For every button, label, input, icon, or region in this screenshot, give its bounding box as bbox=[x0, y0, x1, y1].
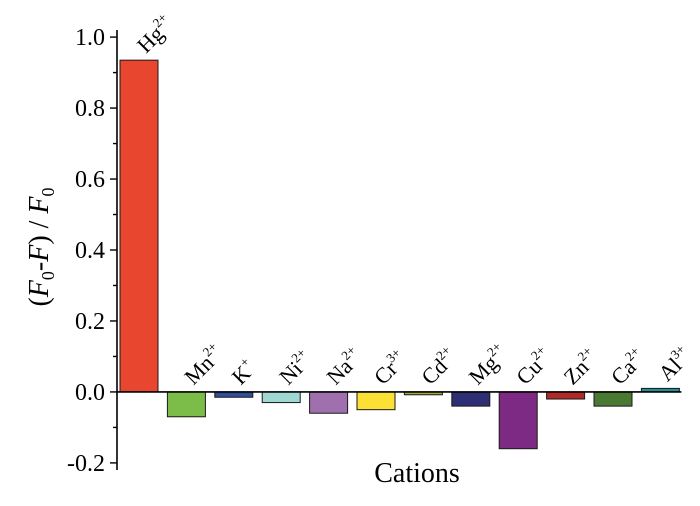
category-labels: Hg2+ Mn2+K+ Ni2+ Na2+Cr3+ Cd2+ Mg2+Cu2+Zn2+Ca… bbox=[130, 10, 696, 390]
y-tick-label: 0.2 bbox=[75, 309, 105, 335]
bar-hg bbox=[119, 59, 159, 393]
category-label: Al3+ bbox=[652, 341, 696, 385]
bar-zn bbox=[546, 391, 586, 400]
category-label: Cu2+ bbox=[510, 342, 557, 389]
y-axis-ticks: -0.2 0.0 0.2 0.4 0.6 0.8 1.0 bbox=[67, 25, 117, 477]
category-label: Zn2+ bbox=[557, 343, 603, 389]
y-axis-label: (F0-F) / F0 bbox=[24, 187, 58, 306]
y-tick-label: 0.8 bbox=[75, 96, 105, 122]
category-label: K+ bbox=[225, 354, 261, 390]
bar-mn bbox=[166, 391, 206, 418]
y-tick-label: 0.6 bbox=[75, 167, 105, 193]
category-label: Mn2+ bbox=[178, 339, 228, 389]
y-tick-label: -0.2 bbox=[67, 451, 105, 477]
bar-ni bbox=[261, 391, 301, 404]
bars bbox=[119, 59, 680, 450]
category-label: Na2+ bbox=[320, 342, 367, 389]
category-label: Hg2+ bbox=[130, 10, 178, 58]
bar-cr bbox=[356, 391, 396, 411]
category-label: Mg2+ bbox=[462, 339, 512, 389]
bar-ca bbox=[593, 391, 633, 407]
y-tick-label: 1.0 bbox=[75, 25, 105, 51]
bar-na bbox=[309, 391, 349, 414]
category-label: Ca2+ bbox=[604, 343, 650, 389]
category-label: Cr3+ bbox=[367, 345, 411, 389]
bar-cu bbox=[498, 391, 538, 450]
bar-mg bbox=[451, 391, 491, 407]
x-axis-label: Cations bbox=[374, 458, 460, 489]
category-label: Ni2+ bbox=[273, 345, 317, 389]
y-tick-label: 0.0 bbox=[75, 380, 105, 406]
y-tick-label: 0.4 bbox=[75, 238, 105, 264]
category-label: Cd2+ bbox=[415, 342, 462, 389]
